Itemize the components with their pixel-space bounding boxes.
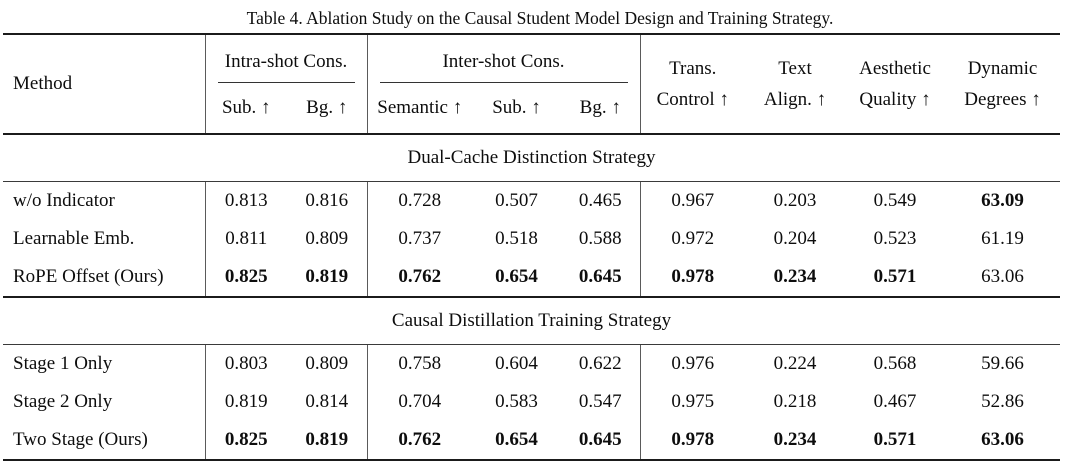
col-group-intra-shot-cons: Intra-shot Cons. <box>204 33 367 83</box>
col-header-inter-bg: Bg. ↑ <box>561 83 641 135</box>
value-cell: 0.568 <box>873 353 917 374</box>
value-cell: 0.762 <box>366 421 472 461</box>
value-cell: 0.811 <box>204 220 287 258</box>
value-cell: 0.978 <box>639 258 746 298</box>
method-cell: Learnable Emb. <box>13 228 135 249</box>
group-underline-rule <box>379 82 628 83</box>
col-header-intra-sub: Sub. ↑ <box>204 83 287 135</box>
value-cell: 0.549 <box>873 190 917 211</box>
method-cell: Two Stage (Ours) <box>3 421 205 461</box>
value-cell: 0.203 <box>773 190 817 211</box>
value-cell: 0.518 <box>495 228 538 249</box>
value-cell: 0.825 <box>204 421 287 461</box>
value-cell: 0.967 <box>639 181 746 220</box>
table-row: w/o Indicator 0.813 0.816 0.728 0.507 0.465 0.… <box>3 181 1060 220</box>
col-group-label: Intra-shot Cons. <box>224 51 348 72</box>
table-body: Dual-Cache Distinction Strategy w/o Indic… <box>3 134 1061 461</box>
col-header-line: Trans. <box>669 58 717 79</box>
value-cell: 0.465 <box>578 190 622 211</box>
col-header-line: Align. ↑ <box>763 89 827 110</box>
ablation-table: Method Intra-shot Cons. Inter-shot Cons.… <box>3 33 1061 461</box>
value-cell: 0.622 <box>578 353 622 374</box>
value-cell: 52.86 <box>981 391 1024 412</box>
method-cell: Stage 2 Only <box>13 391 113 412</box>
value-cell: 0.814 <box>305 391 349 412</box>
value-cell: 0.976 <box>639 344 746 383</box>
value-cell: 0.758 <box>366 344 472 383</box>
col-header-text-align: Text Align. ↑ <box>745 33 846 135</box>
value-cell: 0.975 <box>639 383 746 421</box>
value-cell: 0.571 <box>845 258 946 298</box>
value-cell: 0.234 <box>745 258 846 298</box>
value-cell: 0.571 <box>845 421 946 461</box>
col-header-dynamic-degrees: Dynamic Degrees ↑ <box>945 33 1061 135</box>
table-row: Stage 1 Only 0.803 0.809 0.758 0.604 0.622 0.9… <box>3 344 1060 383</box>
value-cell: 0.813 <box>204 181 287 220</box>
value-cell: 0.972 <box>639 220 746 258</box>
value-cell: 63.09 <box>981 190 1024 211</box>
col-header-inter-sub: Sub. ↑ <box>472 83 561 135</box>
value-cell: 0.809 <box>305 353 349 374</box>
value-cell: 61.19 <box>981 228 1024 249</box>
value-cell: 0.819 <box>287 421 367 461</box>
col-header-inter-semantic: Semantic ↑ <box>366 83 472 135</box>
method-cell: RoPE Offset (Ours) <box>3 258 205 298</box>
value-cell: 63.06 <box>945 421 1061 461</box>
method-cell: Stage 1 Only <box>13 353 113 374</box>
value-cell: 0.645 <box>561 421 641 461</box>
value-cell: 0.762 <box>366 258 472 298</box>
section-title: Dual-Cache Distinction Strategy <box>3 134 1061 182</box>
value-cell: 0.604 <box>495 353 538 374</box>
col-header-method: Method <box>3 33 205 135</box>
col-group-inter-shot-cons: Inter-shot Cons. <box>366 33 641 83</box>
value-cell: 0.467 <box>873 391 917 412</box>
value-cell: 0.816 <box>305 190 349 211</box>
value-cell: 0.978 <box>639 421 746 461</box>
value-cell: 0.803 <box>204 344 287 383</box>
value-cell: 59.66 <box>981 353 1024 374</box>
col-header-line: Control ↑ <box>656 89 729 110</box>
value-cell: 0.737 <box>366 220 472 258</box>
value-cell: 0.704 <box>366 383 472 421</box>
section-title: Causal Distillation Training Strategy <box>3 297 1061 345</box>
value-cell: 0.224 <box>773 353 817 374</box>
value-cell: 0.507 <box>495 190 538 211</box>
value-cell: 0.728 <box>366 181 472 220</box>
value-cell: 0.809 <box>305 228 349 249</box>
col-header-trans-control: Trans. Control ↑ <box>639 33 746 135</box>
value-cell: 0.819 <box>287 258 367 298</box>
value-cell: 0.218 <box>773 391 817 412</box>
value-cell: 0.654 <box>472 421 561 461</box>
col-group-label: Inter-shot Cons. <box>442 51 565 72</box>
group-underline-rule <box>217 82 355 83</box>
table-row: Stage 2 Only 0.819 0.814 0.704 0.583 0.547 0.9… <box>3 383 1060 421</box>
value-cell: 0.645 <box>561 258 641 298</box>
col-header-aesthetic-quality: Aesthetic Quality ↑ <box>845 33 946 135</box>
value-cell: 0.523 <box>873 228 917 249</box>
col-header-line: Text <box>778 58 812 79</box>
value-cell: 0.547 <box>578 391 622 412</box>
value-cell: 0.234 <box>745 421 846 461</box>
col-header-line: Aesthetic <box>859 58 931 79</box>
value-cell: 0.654 <box>472 258 561 298</box>
table-caption: Table 4. Ablation Study on the Causal St… <box>246 8 834 28</box>
col-header-intra-bg: Bg. ↑ <box>287 83 367 135</box>
value-cell: 0.825 <box>204 258 287 298</box>
table-header: Method Intra-shot Cons. Inter-shot Cons.… <box>3 33 1061 135</box>
value-cell: 0.583 <box>495 391 538 412</box>
col-header-line: Quality ↑ <box>859 89 931 110</box>
table-row: Two Stage (Ours) 0.825 0.819 0.762 0.654 0.64… <box>3 421 1061 461</box>
col-header-line: Degrees ↑ <box>964 89 1041 110</box>
col-header-line: Dynamic <box>967 58 1038 79</box>
table-row: Learnable Emb. 0.811 0.809 0.737 0.518 0.588 0… <box>3 220 1060 258</box>
value-cell: 63.06 <box>945 258 1061 298</box>
method-cell: w/o Indicator <box>13 190 115 211</box>
value-cell: 0.819 <box>204 383 287 421</box>
table-row: RoPE Offset (Ours) 0.825 0.819 0.762 0.654 0.… <box>3 258 1061 298</box>
value-cell: 0.588 <box>578 228 622 249</box>
value-cell: 0.204 <box>773 228 817 249</box>
